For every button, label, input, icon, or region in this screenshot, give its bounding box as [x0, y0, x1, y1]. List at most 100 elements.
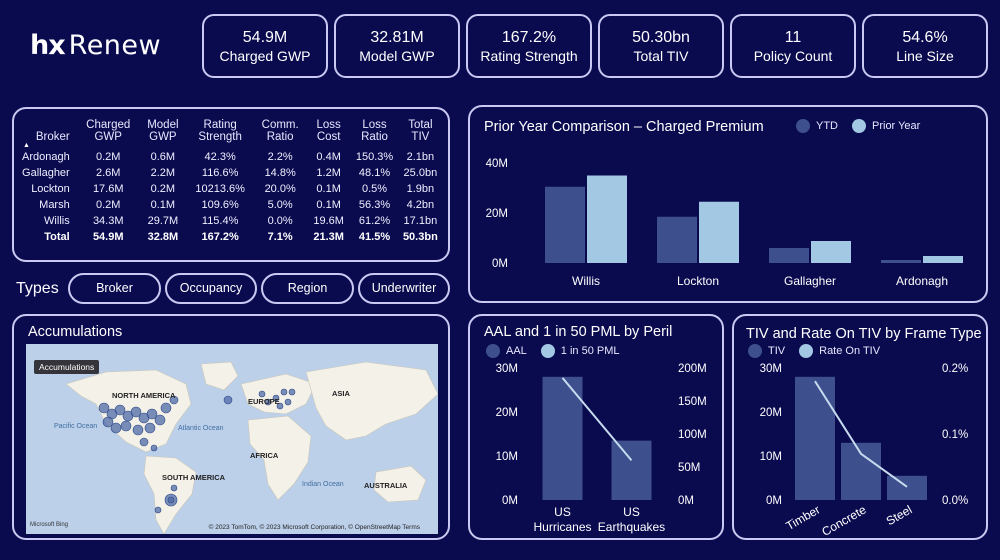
col-header-rating-strength[interactable]: Rating Strength [198, 119, 242, 143]
marker [120, 420, 132, 432]
cell: 150.3% [355, 150, 394, 163]
y-left-tick-label: 30M [496, 363, 518, 375]
label-africa: AFRICA [250, 451, 279, 460]
cell: Willis [44, 214, 70, 227]
kpi-total-tiv: 50.30bn Total TIV [598, 14, 724, 78]
col-header-broker[interactable]: Broker [35, 131, 70, 143]
marker [167, 496, 175, 504]
cell: 0.0% [267, 214, 293, 227]
cell: 0.1M [316, 198, 341, 211]
marker [223, 395, 233, 405]
cell: 0.1M [316, 182, 341, 195]
legend-item[interactable]: Rate On TIV [799, 344, 880, 358]
aal-pml-chart-panel: AAL and 1 in 50 PML by Peril AAL 1 in 50… [468, 314, 724, 540]
world-map[interactable]: NORTH AMERICA SOUTH AMERICA EUROPE AFRIC… [26, 344, 438, 534]
cell: 19.6M [313, 214, 344, 227]
cell: 32.8M [147, 230, 179, 243]
y-left-tick-label: 10M [760, 451, 782, 463]
cell: 50.3bn [402, 230, 438, 243]
tiv-frame-chart-panel: TIV and Rate On TIV by Frame Type TIV Ra… [732, 314, 988, 540]
table-row[interactable]: Gallagher 2.6M 2.2M 116.6% 14.8% 1.2M 48… [20, 165, 442, 181]
marker [160, 402, 172, 414]
y-right-tick-label: 50M [678, 462, 700, 474]
col-header-total-tiv[interactable]: Total TIV [408, 119, 433, 143]
type-underwriter-button[interactable]: Underwriter [358, 273, 450, 304]
cell: Marsh [39, 198, 70, 211]
col-header-model-gwp[interactable]: Model GWP [147, 119, 179, 143]
chart-legend: TIV Rate On TIV [748, 344, 894, 358]
type-broker-button[interactable]: Broker [68, 273, 161, 304]
marker [114, 404, 126, 416]
table-row[interactable]: Marsh 0.2M 0.1M 109.6% 5.0% 0.1M 56.3% 4… [20, 197, 442, 213]
sort-ascending-icon[interactable]: ▲ [23, 142, 30, 149]
y-tick-label: 0M [492, 258, 508, 270]
y-left-tick-label: 30M [760, 363, 782, 375]
legend-label: Prior Year [872, 120, 921, 132]
label-pacific-ocean: Pacific Ocean [54, 423, 97, 430]
table-total-row: Total 54.9M 32.8M 167.2% 7.1% 21.3M 41.5… [20, 229, 442, 245]
cell: 17.6M [92, 182, 124, 195]
marker [146, 408, 158, 420]
prior-year-chart[interactable]: 40M 20M 0M Willis Lockton Gallagher Ardonagh [470, 141, 986, 301]
series-line [814, 380, 908, 488]
col-header-charged-gwp[interactable]: Charged GWP [86, 119, 131, 143]
chart-title: AAL and 1 in 50 PML by Peril [484, 324, 673, 340]
y-right-tick-label: 0.0% [942, 495, 968, 507]
series-line [561, 377, 633, 462]
marker [154, 506, 162, 514]
legend-item[interactable]: AAL [486, 344, 527, 358]
cell: 116.6% [201, 166, 239, 179]
y-left-tick-label: 20M [496, 407, 518, 419]
type-occupancy-button[interactable]: Occupancy [165, 273, 257, 304]
legend-item[interactable]: YTD [796, 119, 838, 133]
bar [542, 376, 583, 500]
australia-shape [373, 465, 427, 503]
table-row[interactable]: Ardonagh 0.2M 0.6M 42.3% 2.2% 0.4M 150.3… [20, 149, 442, 165]
type-region-button[interactable]: Region [261, 273, 354, 304]
legend-swatch [540, 344, 555, 358]
bar [795, 376, 835, 500]
x-tick-label: Steel [884, 502, 915, 528]
legend-item[interactable]: TIV [748, 344, 785, 358]
legend-label: YTD [816, 120, 838, 132]
table-row[interactable]: Lockton 17.6M 0.2M 10213.6% 20.0% 0.1M 0… [20, 181, 442, 197]
bar-ytd [657, 216, 697, 263]
bar-prior-year [699, 201, 739, 263]
cell: 0.2M [96, 198, 121, 211]
col-header-loss-cost[interactable]: Loss Cost [316, 119, 341, 143]
col-header-comm-ratio[interactable]: Comm. Ratio [261, 119, 299, 143]
kpi-value: 54.9M [242, 29, 288, 46]
marker [98, 402, 110, 414]
y-left-tick-label: 0M [766, 495, 782, 507]
col-header-loss-ratio[interactable]: Loss Ratio [361, 119, 388, 143]
cell: 0.4M [316, 150, 341, 163]
accumulations-map[interactable]: NORTH AMERICA SOUTH AMERICA EUROPE AFRIC… [26, 344, 438, 534]
y-right-tick-label: 200M [678, 363, 707, 375]
cell: 34.3M [92, 214, 124, 227]
x-tick-label: Lockton [677, 274, 719, 288]
kpi-charged-gwp: 54.9M Charged GWP [202, 14, 328, 78]
kpi-policy-count: 11 Policy Count [730, 14, 856, 78]
greenland-shape [200, 361, 239, 391]
marker [150, 444, 158, 452]
cell: 17.1bn [403, 214, 438, 227]
marker [154, 414, 166, 426]
cell: 42.3% [204, 150, 236, 163]
table-row[interactable]: Willis 34.3M 29.7M 115.4% 0.0% 19.6M 61.… [20, 213, 442, 229]
x-tick-label: Willis [572, 274, 600, 288]
x-tick-label: Gallagher [784, 274, 836, 288]
legend-swatch [796, 119, 810, 133]
marker [276, 402, 284, 410]
kpi-label: Charged GWP [219, 48, 311, 64]
map-credit[interactable]: © 2023 TomTom, © 2023 Microsoft Corporat… [208, 524, 420, 531]
broker-table-panel: ▲ Broker Charged GWP Model GWP Rating St… [12, 107, 450, 262]
legend-item[interactable]: 1 in 50 PML [540, 344, 620, 358]
types-label: Types [16, 280, 59, 297]
cell: 4.2bn [406, 198, 435, 211]
legend-item[interactable]: Prior Year [852, 119, 920, 133]
legend-label: AAL [506, 345, 527, 357]
kpi-value: 11 [784, 29, 802, 46]
aal-pml-chart[interactable]: 30M 20M 10M 0M 200M 150M 100M 50M 0M US Hurricanes… [470, 360, 722, 540]
cell: 21.3M [313, 230, 344, 243]
